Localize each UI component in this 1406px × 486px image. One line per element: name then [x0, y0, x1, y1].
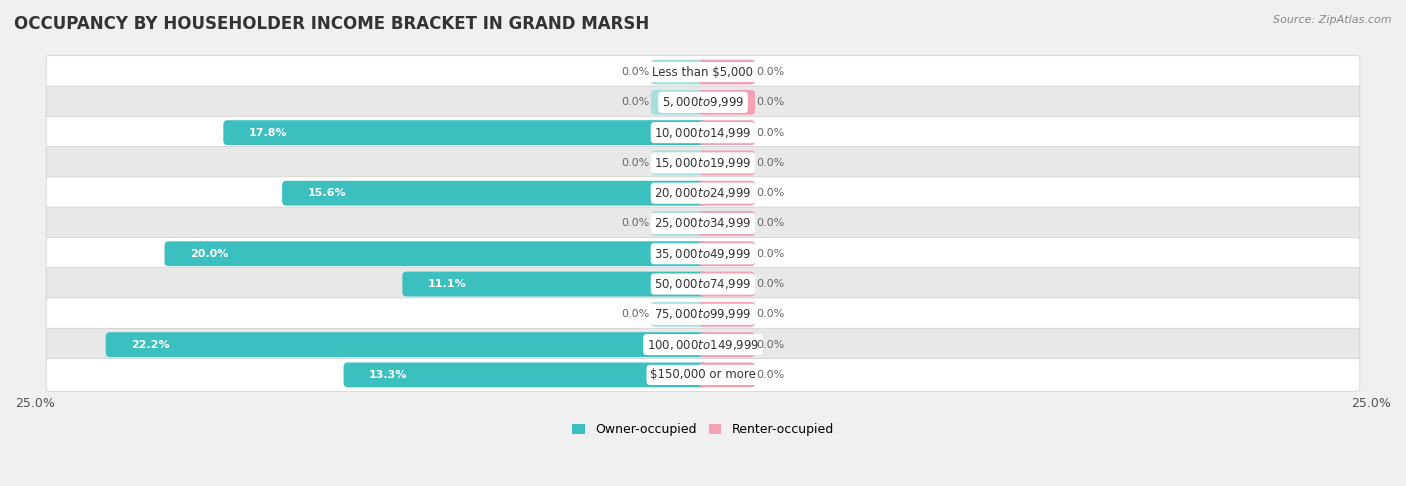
- FancyBboxPatch shape: [46, 177, 1360, 209]
- Text: 0.0%: 0.0%: [756, 340, 785, 349]
- Text: 0.0%: 0.0%: [621, 97, 650, 107]
- Text: 0.0%: 0.0%: [756, 158, 785, 168]
- FancyBboxPatch shape: [165, 242, 707, 266]
- Text: 0.0%: 0.0%: [621, 309, 650, 319]
- FancyBboxPatch shape: [402, 272, 707, 296]
- Text: $50,000 to $74,999: $50,000 to $74,999: [654, 277, 752, 291]
- Text: 11.1%: 11.1%: [427, 279, 467, 289]
- FancyBboxPatch shape: [699, 242, 755, 266]
- Text: 15.6%: 15.6%: [308, 188, 346, 198]
- FancyBboxPatch shape: [699, 363, 755, 387]
- FancyBboxPatch shape: [46, 268, 1360, 300]
- FancyBboxPatch shape: [651, 211, 707, 236]
- FancyBboxPatch shape: [343, 363, 707, 387]
- Text: $100,000 to $149,999: $100,000 to $149,999: [647, 338, 759, 351]
- Text: 0.0%: 0.0%: [756, 97, 785, 107]
- FancyBboxPatch shape: [46, 147, 1360, 179]
- Text: $15,000 to $19,999: $15,000 to $19,999: [654, 156, 752, 170]
- Text: $10,000 to $14,999: $10,000 to $14,999: [654, 125, 752, 139]
- Text: 13.3%: 13.3%: [368, 370, 408, 380]
- FancyBboxPatch shape: [699, 332, 755, 357]
- FancyBboxPatch shape: [46, 328, 1360, 361]
- Text: 0.0%: 0.0%: [756, 188, 785, 198]
- FancyBboxPatch shape: [699, 60, 755, 85]
- Text: 0.0%: 0.0%: [756, 309, 785, 319]
- FancyBboxPatch shape: [46, 116, 1360, 149]
- FancyBboxPatch shape: [699, 272, 755, 296]
- Text: 0.0%: 0.0%: [756, 249, 785, 259]
- Text: Source: ZipAtlas.com: Source: ZipAtlas.com: [1274, 15, 1392, 25]
- Text: 20.0%: 20.0%: [190, 249, 228, 259]
- Text: $25,000 to $34,999: $25,000 to $34,999: [654, 216, 752, 230]
- Legend: Owner-occupied, Renter-occupied: Owner-occupied, Renter-occupied: [568, 418, 838, 441]
- Text: $75,000 to $99,999: $75,000 to $99,999: [654, 307, 752, 321]
- Text: $20,000 to $24,999: $20,000 to $24,999: [654, 186, 752, 200]
- FancyBboxPatch shape: [699, 302, 755, 327]
- Text: $150,000 or more: $150,000 or more: [650, 368, 756, 382]
- FancyBboxPatch shape: [651, 60, 707, 85]
- Text: Less than $5,000: Less than $5,000: [652, 66, 754, 79]
- FancyBboxPatch shape: [46, 237, 1360, 270]
- FancyBboxPatch shape: [46, 56, 1360, 88]
- Text: $35,000 to $49,999: $35,000 to $49,999: [654, 247, 752, 261]
- FancyBboxPatch shape: [46, 207, 1360, 240]
- FancyBboxPatch shape: [105, 332, 707, 357]
- FancyBboxPatch shape: [46, 359, 1360, 391]
- FancyBboxPatch shape: [651, 302, 707, 327]
- Text: 0.0%: 0.0%: [756, 370, 785, 380]
- FancyBboxPatch shape: [651, 151, 707, 175]
- FancyBboxPatch shape: [699, 90, 755, 115]
- Text: 17.8%: 17.8%: [249, 128, 287, 138]
- FancyBboxPatch shape: [283, 181, 707, 206]
- FancyBboxPatch shape: [224, 120, 707, 145]
- FancyBboxPatch shape: [699, 151, 755, 175]
- Text: $5,000 to $9,999: $5,000 to $9,999: [662, 95, 744, 109]
- Text: 0.0%: 0.0%: [621, 158, 650, 168]
- Text: 0.0%: 0.0%: [621, 67, 650, 77]
- Text: 0.0%: 0.0%: [756, 219, 785, 228]
- FancyBboxPatch shape: [46, 298, 1360, 330]
- Text: OCCUPANCY BY HOUSEHOLDER INCOME BRACKET IN GRAND MARSH: OCCUPANCY BY HOUSEHOLDER INCOME BRACKET …: [14, 15, 650, 33]
- Text: 0.0%: 0.0%: [756, 279, 785, 289]
- Text: 0.0%: 0.0%: [621, 219, 650, 228]
- FancyBboxPatch shape: [46, 86, 1360, 119]
- FancyBboxPatch shape: [699, 211, 755, 236]
- Text: 0.0%: 0.0%: [756, 67, 785, 77]
- FancyBboxPatch shape: [699, 181, 755, 206]
- Text: 22.2%: 22.2%: [131, 340, 170, 349]
- FancyBboxPatch shape: [651, 90, 707, 115]
- FancyBboxPatch shape: [699, 120, 755, 145]
- Text: 0.0%: 0.0%: [756, 128, 785, 138]
